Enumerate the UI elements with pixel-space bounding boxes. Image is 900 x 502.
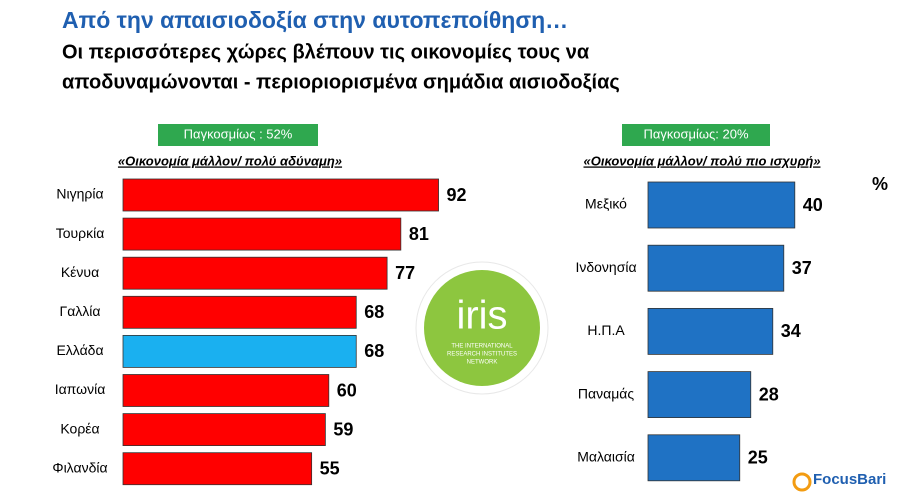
value-label: 40 — [803, 195, 823, 215]
logo-tagline: RESEARCH INSTITUTES — [447, 352, 517, 358]
value-label: 28 — [759, 384, 779, 404]
bar — [647, 307, 774, 355]
bar — [122, 413, 326, 447]
chart-subtitle: «Οικονομία μάλλον/ πολύ αδύναμη» — [118, 153, 342, 168]
bar — [647, 244, 785, 292]
unit-label: % — [872, 174, 888, 194]
badge — [622, 124, 770, 146]
bar — [122, 256, 388, 290]
slide-subtitle: αποδυναμώνονται - περιοριορισμένα σημάδι… — [62, 71, 620, 93]
brand: FocusBari — [813, 471, 886, 488]
value-label: 55 — [320, 458, 340, 478]
chart-subtitle: «Οικονομία μάλλον/ πολύ πιο ισχυρή» — [584, 153, 821, 168]
value-label: 60 — [337, 380, 357, 400]
value-label: 37 — [792, 258, 812, 278]
category-label: Μαλαισία — [577, 449, 635, 465]
category-label: Φιλανδία — [52, 459, 107, 475]
category-label: Ινδονησία — [575, 259, 636, 275]
category-label: Κένυα — [61, 264, 99, 280]
value-label: 77 — [395, 263, 415, 283]
category-label: Τουρκία — [56, 225, 105, 241]
value-label: 25 — [748, 448, 768, 468]
badge-text: Παγκοσμίως: 20% — [643, 126, 748, 141]
category-label: Ιαπωνία — [55, 381, 106, 397]
value-label: 59 — [333, 419, 353, 439]
logo-name: iris — [456, 294, 507, 338]
logo-circle — [424, 270, 540, 386]
category-label: Μεξικό — [585, 196, 627, 212]
value-label: 68 — [364, 302, 384, 322]
bar — [647, 181, 796, 229]
bar — [122, 374, 330, 407]
bar — [122, 452, 313, 486]
bar — [647, 371, 752, 419]
value-label: 81 — [409, 224, 429, 244]
slide-subtitle: Οι περισσότερες χώρες βλέπουν τις οικονο… — [62, 41, 590, 63]
badge — [158, 124, 318, 146]
bar — [122, 178, 439, 212]
logo-tagline: THE INTERNATIONAL — [451, 344, 513, 350]
iris-logo: iris THE INTERNATIONAL RESEARCH INSTITUT… — [415, 261, 549, 395]
badge-text: Παγκοσμίως : 52% — [184, 126, 293, 141]
slide-title: Από την απαισιοδοξία στην αυτοπεποίθηση… — [62, 7, 568, 33]
category-label: Κορέα — [60, 420, 99, 436]
value-label: 92 — [447, 185, 467, 205]
logo-tagline: NETWORK — [467, 360, 498, 366]
category-label: Νιγηρία — [56, 186, 103, 202]
brand-icon — [792, 472, 812, 492]
category-label: Παναμάς — [578, 385, 634, 401]
category-label: Γαλλία — [59, 303, 100, 319]
bar — [122, 334, 357, 368]
value-label: 68 — [364, 341, 384, 361]
bar — [122, 295, 357, 329]
logo-ring — [415, 261, 549, 395]
category-label: Η.Π.Α — [587, 322, 625, 338]
bar — [647, 434, 741, 482]
bar — [122, 217, 402, 251]
category-label: Ελλάδα — [56, 342, 103, 358]
value-label: 34 — [781, 321, 801, 341]
